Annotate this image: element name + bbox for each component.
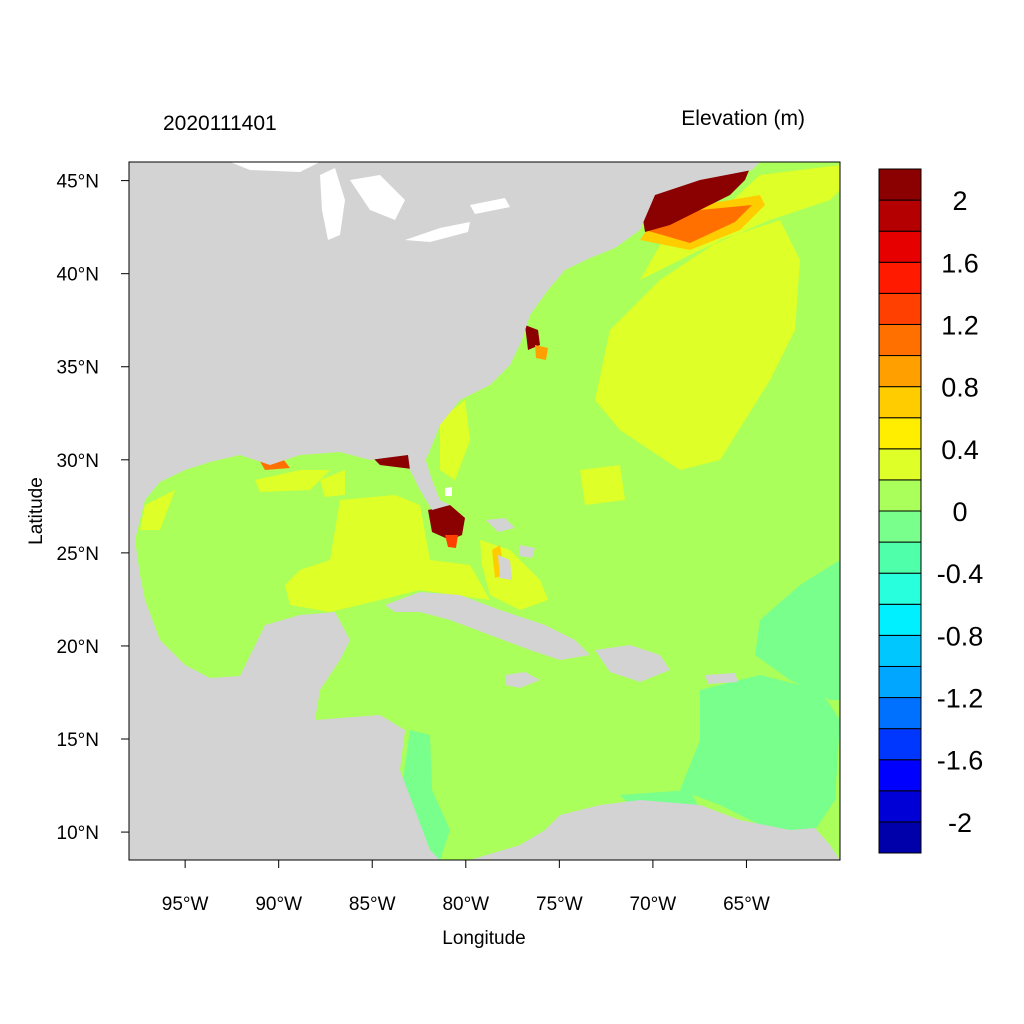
colorbar-label: 1.2 (941, 310, 979, 340)
lake-superior (230, 162, 320, 172)
lake-ontario (470, 198, 510, 214)
lake-huron (350, 175, 405, 220)
colorbar-label: 0 (952, 497, 967, 527)
colorbar-swatch (878, 821, 922, 854)
land-hispaniola (595, 645, 670, 682)
y-tick-label: 30°N (57, 451, 99, 472)
map-plot-area (129, 162, 840, 860)
colorbar-swatch (878, 448, 922, 481)
x-tick-label: 95°W (162, 894, 209, 915)
colorbar-swatch (878, 230, 922, 263)
x-tick-label: 90°W (255, 894, 302, 915)
land-puerto-rico (705, 673, 738, 684)
neg-region-atlantic-east (755, 560, 840, 700)
neg-region-caribbean-east (680, 675, 840, 830)
x-tick-label: 75°W (536, 894, 583, 915)
colorbar-swatch (878, 697, 922, 730)
colorbar-label: -2 (948, 808, 972, 838)
x-tick-label: 80°W (442, 894, 489, 915)
land-bahamas-islands (486, 518, 535, 558)
land-bahamas-andros (498, 555, 512, 580)
lake-michigan (320, 168, 345, 240)
colorbar-swatch (878, 417, 922, 450)
colorbar-label: 0.4 (941, 435, 979, 465)
colorbar-label: 2 (952, 186, 967, 216)
y-tick-label: 35°N (57, 358, 99, 379)
land-masses (129, 162, 840, 860)
surge-region-south-florida (428, 505, 465, 540)
colorbar-label: -1.2 (937, 684, 984, 714)
map-timestamp: 2020111401 (163, 112, 277, 135)
colorbar-swatch (878, 323, 922, 357)
land-cuba (385, 592, 590, 660)
variable-title: Elevation (m) (681, 107, 805, 130)
colorbar-swatch (878, 355, 922, 388)
pos-region-atlantic-small (580, 465, 625, 505)
y-tick-label: 15°N (57, 730, 99, 751)
x-tick-label: 85°W (349, 894, 396, 915)
pos-region-gulf-central (285, 495, 490, 612)
colorbar-swatch (878, 168, 922, 201)
colorbar-swatch (878, 479, 922, 512)
colorbar-swatch (878, 759, 922, 792)
y-tick-label: 25°N (57, 544, 99, 565)
colorbar-label: 1.6 (941, 248, 979, 278)
x-axis: 95°W 90°W 85°W 80°W 75°W 70°W 65°W (162, 860, 770, 915)
colorbar: 2 1.6 1.2 0.8 0.4 0 -0.4 -0.8 -1.2 -1.6 -2 (878, 168, 984, 854)
y-tick-label: 40°N (57, 265, 99, 286)
land-north-america (129, 162, 760, 860)
colorbar-swatch (878, 572, 922, 605)
x-tick-label: 70°W (630, 894, 677, 915)
surge-region-carolina-orange (535, 345, 548, 360)
surge-region-carolina (525, 325, 540, 350)
great-lakes (230, 162, 510, 496)
y-tick-label: 10°N (57, 823, 99, 844)
pos-region-atlantic-north (595, 165, 840, 470)
colorbar-label: 0.8 (941, 373, 979, 403)
colorbar-label: -1.6 (937, 746, 984, 776)
y-axis-title: Latitude (26, 477, 47, 545)
pos-region-florida-east (440, 400, 470, 480)
land-south-america (470, 800, 840, 860)
colorbar-swatch (878, 199, 922, 232)
colorbar-swatch (878, 541, 922, 574)
colorbar-swatch (878, 603, 922, 636)
colorbar-swatch (878, 510, 922, 543)
x-axis-title: Longitude (442, 928, 525, 949)
colorbar-swatch (878, 634, 922, 667)
colorbar-swatch (878, 292, 922, 325)
y-tick-label: 45°N (57, 172, 99, 193)
y-axis: 45°N 40°N 35°N 30°N 25°N 20°N 15°N 10°N (57, 172, 129, 844)
lake-okeechobee (445, 487, 452, 496)
x-tick-label: 65°W (723, 894, 770, 915)
pos-region-gulf-north (140, 470, 345, 530)
surge-region-florida-tip (445, 535, 458, 548)
lake-erie (405, 222, 470, 242)
colorbar-swatch (878, 386, 922, 419)
y-tick-label: 20°N (57, 637, 99, 658)
colorbar-swatch (878, 790, 922, 823)
colorbar-swatch (878, 728, 922, 761)
land-jamaica (505, 672, 540, 688)
plot-frame (128, 161, 841, 861)
surge-region-maine-orange (645, 205, 752, 243)
land-florida-peninsula (408, 455, 450, 510)
colorbar-label: -0.8 (937, 621, 984, 651)
colorbar-swatch (878, 261, 922, 294)
colorbar-label: -0.4 (937, 559, 984, 589)
colorbar-swatch (878, 665, 922, 699)
